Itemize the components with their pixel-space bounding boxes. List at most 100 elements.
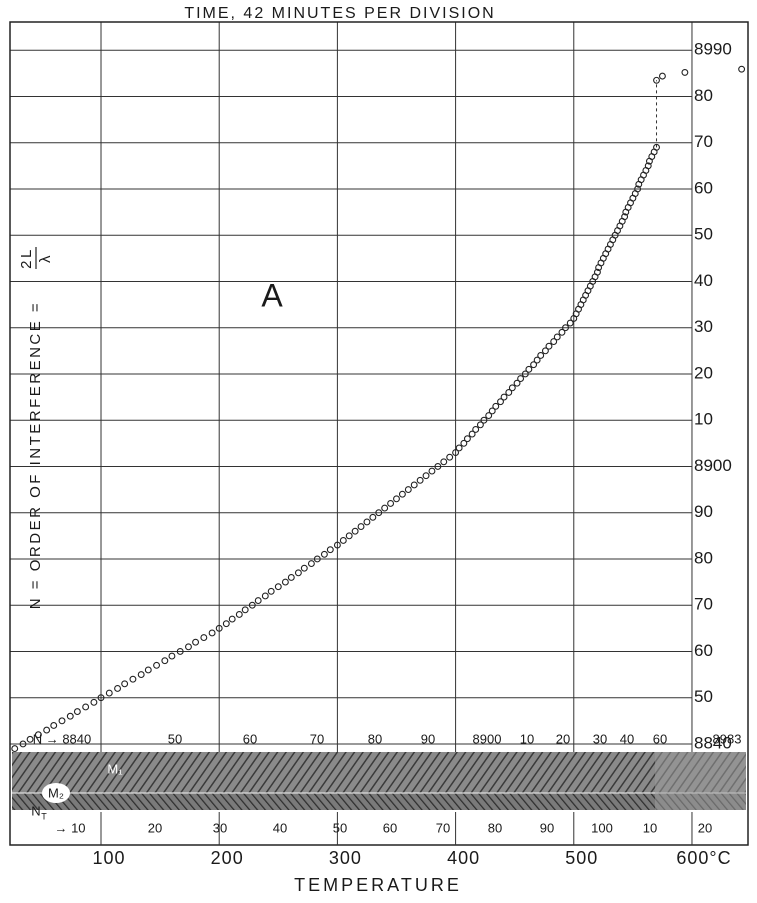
data-point [115,686,121,692]
data-point [51,723,57,729]
data-point [91,699,97,705]
strip-top-label: 80 [368,731,382,746]
data-point [411,482,417,488]
strip-bottom-label: 80 [488,820,502,835]
data-point [518,376,524,382]
data-point [382,505,388,511]
data-point [388,501,394,507]
y-tick-label: 8990 [694,40,732,59]
data-point [162,658,168,664]
data-point [138,672,144,678]
data-point [473,427,479,433]
data-point [682,70,688,76]
strip-top-label: 8983 [713,731,742,746]
data-point [193,639,199,645]
fringe-end [655,752,746,810]
strip-bottom-label: 40 [273,820,287,835]
data-point [509,385,515,391]
strip-top-label: 8900 [473,731,502,746]
x-axis-label: TEMPERATURE [294,875,462,895]
data-point [493,403,499,409]
data-point [546,343,552,349]
chart-title: TIME, 42 MINUTES PER DIVISION [184,5,495,22]
data-point [321,551,327,557]
data-point [229,616,235,622]
data-point [262,593,268,599]
data-point [308,561,314,567]
y-tick-label: 60 [694,178,713,197]
y-tick-label: 60 [694,641,713,660]
data-point [352,528,358,534]
data-point [538,353,544,359]
strip-top-label: 60 [243,731,257,746]
data-point [255,598,261,604]
data-point [186,644,192,650]
x-tick-label: 200 [211,848,244,868]
data-point [106,690,112,696]
strip-top-label: 20 [556,731,570,746]
y-tick-label: 40 [694,271,713,290]
data-point [364,519,370,525]
data-point [223,621,229,627]
x-tick-label: 400 [447,848,480,868]
strip-bottom-label: 20 [148,820,162,835]
nt-symbol: N [31,803,40,818]
y-tick-label: 8900 [694,456,732,475]
nt-subscript: T [41,811,47,821]
data-point [275,584,281,590]
data-point [201,635,207,641]
y-tick-label: 50 [694,687,713,706]
data-point [417,477,423,483]
strip-bottom-label: 10 [643,820,657,835]
strip-top-label: 50 [168,731,182,746]
data-point [268,588,274,594]
y-tick-label: 70 [694,132,713,151]
y-tick-label: 20 [694,363,713,382]
data-point [405,487,411,493]
data-point [423,473,429,479]
data-point [295,570,301,576]
data-point [145,667,151,673]
strip-bottom-label: 50 [333,820,347,835]
mirror-label: M₁ [107,761,123,776]
strip-top-label: 40 [620,731,634,746]
data-point [122,681,128,687]
strip-top-label: 90 [421,731,435,746]
y-tick-label: 80 [694,548,713,567]
data-point [327,547,333,553]
strip-top-label: 70 [310,731,324,746]
strip-bottom-label: → 10 [54,820,85,835]
y-tick-label: 30 [694,317,713,336]
data-point [554,334,560,340]
y-label-denominator: λ [37,253,54,263]
y-tick-label: 80 [694,86,713,105]
data-point [236,612,242,618]
strip-bottom-label: 20 [698,820,712,835]
x-tick-label: 100 [92,848,125,868]
data-point [59,718,65,724]
strip-bottom-label: 100 [591,820,613,835]
figure: TIME, 42 MINUTES PER DIVISION A TEMPERAT… [0,0,757,903]
data-point [340,538,346,544]
frame [10,22,748,845]
data-point [169,653,175,659]
data-point [358,524,364,530]
data-point [130,676,136,682]
fringe-photo-lower [12,793,746,810]
y-axis-label: N = ORDER OF INTERFERENCE = [27,301,44,609]
strip-bottom-label: 70 [436,820,450,835]
y-tick-label: 50 [694,225,713,244]
data-point [209,630,215,636]
strip-bottom-label: 60 [383,820,397,835]
data-point [400,491,406,497]
data-point [83,704,89,710]
data-marks [12,66,745,751]
strip-bottom-label: 90 [540,820,554,835]
data-point [370,514,376,520]
data-point [429,468,435,474]
y-axis-label-group: N = ORDER OF INTERFERENCE = 2L λ [18,247,54,609]
data-point [282,579,288,585]
data-point [288,575,294,581]
data-point [501,394,507,400]
strip-top-label: 60 [653,731,667,746]
